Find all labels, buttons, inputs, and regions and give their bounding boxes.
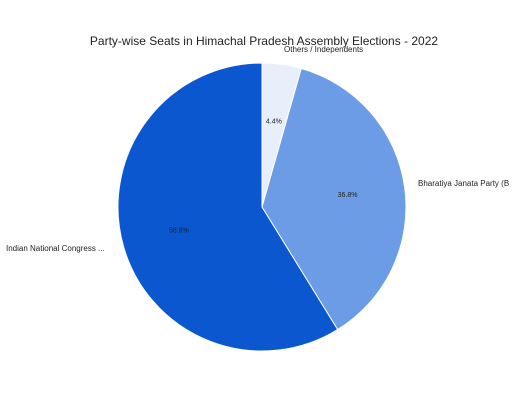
pie-slice-percent-label: 36.8% xyxy=(338,192,358,199)
pie-slice-percent-label: 4.4% xyxy=(266,118,282,125)
pie-slice-category-label: Others / Independents xyxy=(284,45,363,54)
pie-slice-category-label: Bharatiya Janata Party (B xyxy=(418,179,509,188)
chart-title: Party-wise Seats in Himachal Pradesh Ass… xyxy=(90,34,438,48)
pie-slice-percent-label: 58.8% xyxy=(169,228,189,235)
pie-slice-3 xyxy=(117,62,339,352)
pie-labels: 4.4% Others / Independents 36.8% Bharatiya … xyxy=(6,45,509,253)
pie-slice-2 xyxy=(261,67,407,331)
pie-slice-category-label: Indian National Congress ... xyxy=(6,244,105,253)
pie-slices xyxy=(117,62,407,352)
